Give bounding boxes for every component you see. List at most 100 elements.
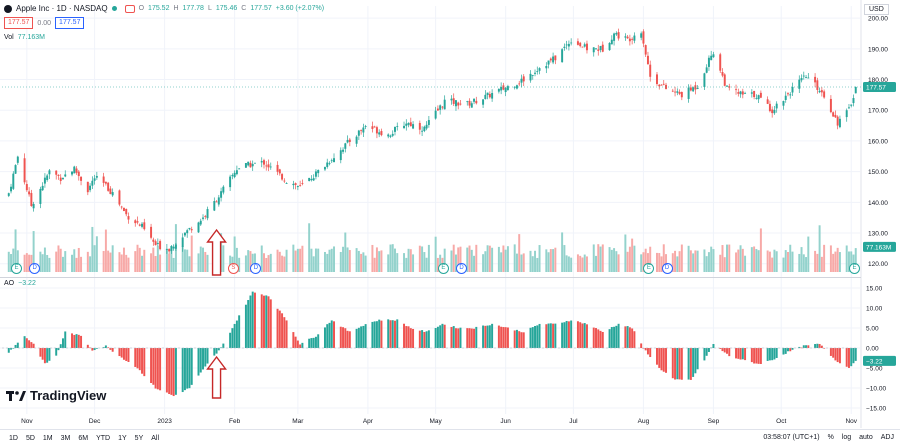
volume-bar [143,249,146,272]
volume-bar [55,251,58,272]
bottom-toolbar: 1D 5D 1M 3M 6M YTD 1Y 5Y All 03:58:07 (UTC+1) % … [0,429,900,446]
ao-bar [276,308,279,348]
event-marker-icon[interactable]: E [848,263,860,274]
buy-button[interactable]: 177.57 [55,17,85,29]
ao-tag: −3.22 [866,358,883,365]
ao-bar [152,348,155,385]
timeframe-button[interactable]: 5Y [134,434,144,442]
ao-bar [186,348,189,389]
timeframe-button[interactable]: 1Y [118,434,127,442]
timeframe-button[interactable]: 1M [42,434,53,442]
timeframe-button[interactable]: All [151,434,160,442]
ao-bar [285,320,288,348]
event-marker-icon[interactable]: E [11,263,23,274]
candle-body [16,156,19,163]
ao-bar [818,344,821,348]
volume-bar [373,257,376,272]
candle-body [592,47,595,53]
ao-bar [396,319,399,348]
adj-toggle[interactable]: ADJ [880,434,894,441]
event-marker-icon[interactable]: E [437,263,449,274]
volume-bar [12,248,15,272]
event-marker-icon[interactable]: D [661,263,673,274]
candle-body [136,221,139,223]
volume-bar [251,253,254,272]
ao-bar [712,344,715,348]
ao-bar [459,327,462,348]
candle-body [534,72,537,74]
ao-bar [73,334,76,348]
candle-body [59,177,62,181]
ao-tick-label: −10.00 [866,386,886,393]
ao-bar [61,338,64,348]
timeframe-button[interactable]: 5D [25,434,35,442]
ao-bar [640,343,643,348]
ao-bar [692,348,695,377]
candle-body [122,207,125,211]
volume-legend[interactable]: Vol 77.163M [4,34,45,41]
candle-body [626,36,629,39]
event-marker-icon[interactable]: D [455,263,467,274]
timeframe-button[interactable]: YTD [96,434,111,442]
ao-bar [197,348,200,376]
volume-bar [615,251,618,272]
clock-readout[interactable]: 03:58:07 (UTC+1) [763,434,820,441]
ao-bar [522,332,525,348]
volume-bar [346,247,349,272]
candle-body [579,42,582,47]
ao-bar [394,320,396,348]
candle-body [615,32,618,35]
event-marker-icon[interactable]: D [250,263,262,274]
currency-selector[interactable]: USD [864,4,889,15]
volume-bar [186,249,189,272]
ao-bar [838,348,841,364]
event-marker-icon[interactable]: S [227,263,239,274]
volume-bar [563,245,566,272]
candle-body [452,98,455,104]
ao-bar [787,348,789,352]
ao-bar [159,348,162,391]
symbol-legend[interactable]: Apple Inc · 1D · NASDAQ O 175.52 H 177.78 … [4,4,324,13]
ao-bar [649,348,652,358]
candle-body [80,176,83,181]
volume-bar [644,248,647,272]
candle-body [387,134,390,137]
candle-body [755,97,758,99]
pane-separator[interactable] [0,277,861,278]
flag-icon[interactable] [124,4,135,13]
timeframe-button[interactable]: 3M [60,434,71,442]
volume-bar [206,254,209,272]
ao-bar [452,326,455,348]
candle-body [253,162,256,164]
candle-body [314,171,317,177]
ao-bar [25,338,28,348]
candle-body [829,98,832,113]
candle-body [497,88,500,92]
candle-body [671,90,674,92]
volume-bar [529,250,532,272]
candle-body [48,170,51,175]
ao-bar [750,348,753,363]
volume-bar [628,246,631,272]
ao-bar [172,348,175,397]
candle-body [601,44,604,52]
volume-bar [595,255,597,272]
timeframe-button[interactable]: 1D [9,434,18,442]
open-label: O [138,5,145,12]
volume-bar [814,250,817,272]
ao-bar [326,324,329,348]
auto-toggle[interactable]: auto [859,434,873,441]
event-marker-icon[interactable]: E [643,263,655,274]
event-marker-icon[interactable]: D [29,263,41,274]
timeframe-button[interactable]: 6M [78,434,89,442]
candle-body [150,226,153,238]
volume-bar [389,244,392,272]
ao-bar [75,334,78,348]
sell-button[interactable]: 177.57 [4,17,34,29]
log-toggle[interactable]: log [841,434,852,441]
volume-bar [475,244,478,272]
ao-legend[interactable]: AO −3.22 [4,280,36,287]
price-tick-label: 140.00 [868,200,888,207]
percent-toggle[interactable]: % [827,434,834,441]
